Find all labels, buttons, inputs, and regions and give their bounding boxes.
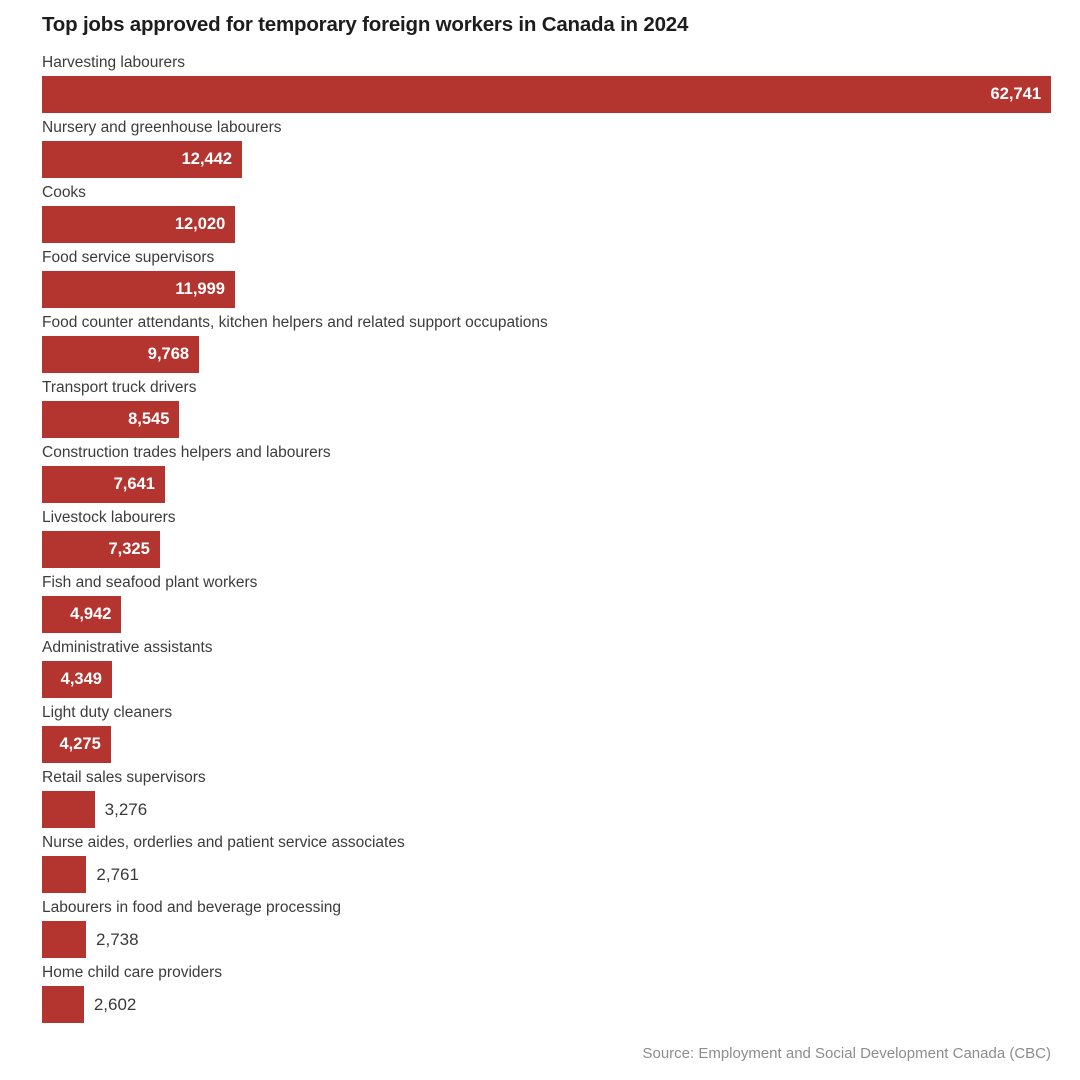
chart-row: Nurse aides, orderlies and patient servi…	[42, 833, 1051, 893]
category-label: Livestock labourers	[42, 509, 176, 526]
bar-line: 62,741	[42, 76, 1051, 113]
category-label: Labourers in food and beverage processin…	[42, 899, 342, 916]
bar-line: 11,999	[42, 271, 1051, 308]
bar-line: 2,761	[42, 856, 1051, 893]
bar-line: 4,942	[42, 596, 1051, 633]
bar-value: 11,999	[175, 280, 225, 298]
bar-value: 62,741	[990, 85, 1041, 103]
bar-value: 4,942	[70, 605, 112, 623]
bar	[42, 791, 95, 828]
bar-value: 9,768	[147, 345, 190, 363]
chart-row: Transport truck drivers 8,545	[42, 378, 1051, 438]
category-label: Nurse aides, orderlies and patient servi…	[42, 834, 405, 851]
bar: 62,741	[42, 76, 1051, 113]
chart-row: Retail sales supervisors 3,276	[42, 768, 1051, 828]
chart-row: Cooks 12,020	[42, 183, 1051, 243]
chart-row: Harvesting labourers 62,741	[42, 53, 1051, 113]
chart-row: Fish and seafood plant workers 4,942	[42, 573, 1051, 633]
chart-row: Food service supervisors 11,999	[42, 248, 1051, 308]
chart-row: Labourers in food and beverage processin…	[42, 898, 1051, 958]
chart-title: Top jobs approved for temporary foreign …	[42, 13, 689, 36]
category-label: Food service supervisors	[42, 249, 215, 266]
bar-line: 7,325	[42, 531, 1051, 568]
category-label: Food counter attendants, kitchen helpers…	[42, 314, 548, 331]
category-label: Nursery and greenhouse labourers	[42, 119, 282, 136]
bar: 9,768	[42, 336, 200, 373]
chart-row: Light duty cleaners 4,275	[42, 703, 1051, 763]
bar-value: 4,275	[59, 735, 101, 753]
chart-row: Nursery and greenhouse labourers 12,442	[42, 118, 1051, 178]
bar-value: 2,738	[96, 929, 139, 949]
category-label: Transport truck drivers	[42, 379, 197, 396]
source-credit: Source: Employment and Social Developmen…	[642, 1045, 1051, 1062]
bar-line: 3,276	[42, 791, 1051, 828]
bar: 12,020	[42, 206, 236, 243]
category-label: Home child care providers	[42, 964, 223, 981]
category-label: Harvesting labourers	[42, 54, 186, 71]
bar-value: 8,545	[128, 410, 170, 428]
category-label: Retail sales supervisors	[42, 769, 206, 786]
bar	[42, 856, 87, 893]
bar-value: 4,349	[60, 670, 102, 688]
bar-line: 2,738	[42, 921, 1051, 958]
bar-value: 3,276	[104, 799, 148, 819]
bar-value: 12,442	[181, 150, 233, 168]
category-label: Administrative assistants	[42, 639, 213, 656]
chart-row: Food counter attendants, kitchen helpers…	[42, 313, 1051, 373]
category-label: Light duty cleaners	[42, 704, 173, 721]
bar-line: 12,020	[42, 206, 1051, 243]
bar-line: 7,641	[42, 466, 1051, 503]
bar	[42, 921, 87, 958]
bar	[42, 986, 84, 1023]
bar-line: 9,768	[42, 336, 1051, 373]
bar: 4,942	[42, 596, 122, 633]
chart-row: Administrative assistants 4,349	[42, 638, 1051, 698]
bar-value: 12,020	[174, 215, 226, 233]
category-label: Fish and seafood plant workers	[42, 574, 258, 591]
bar: 7,641	[42, 466, 165, 503]
bar-line: 4,275	[42, 726, 1051, 763]
bar-line: 8,545	[42, 401, 1051, 438]
bar: 11,999	[42, 271, 235, 308]
bar-value: 2,761	[96, 864, 139, 884]
chart-row: Home child care providers 2,602	[42, 963, 1051, 1023]
bar: 8,545	[42, 401, 180, 438]
category-label: Cooks	[42, 184, 86, 201]
category-label: Construction trades helpers and labourer…	[42, 444, 331, 461]
bar: 4,275	[42, 726, 111, 763]
bar-value: 7,641	[113, 475, 155, 493]
bar: 7,325	[42, 531, 160, 568]
bar: 4,349	[42, 661, 112, 698]
bar-value: 2,602	[93, 994, 137, 1014]
chart-row: Livestock labourers 7,325	[42, 508, 1051, 568]
bar-line: 2,602	[42, 986, 1051, 1023]
bar-value: 7,325	[108, 540, 150, 558]
chart-row: Construction trades helpers and labourer…	[42, 443, 1051, 503]
bar: 12,442	[42, 141, 243, 178]
bar-line: 12,442	[42, 141, 1051, 178]
chart-rows: Harvesting labourers 62,741 Nursery and gr…	[42, 53, 1051, 1023]
bar-line: 4,349	[42, 661, 1051, 698]
